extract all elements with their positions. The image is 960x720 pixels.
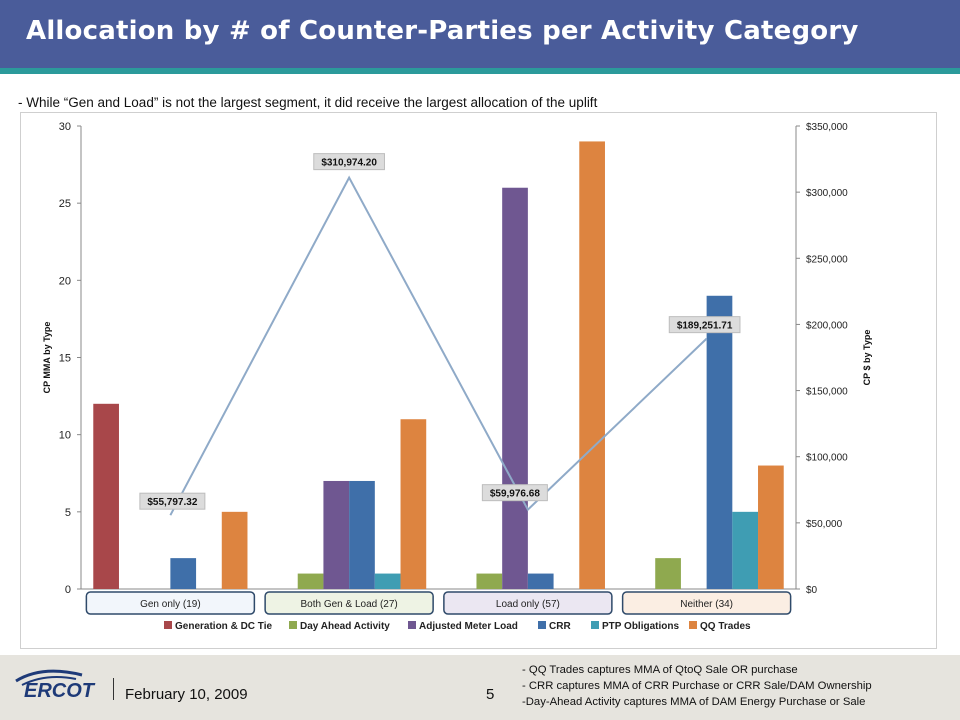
data-label-box <box>668 316 741 334</box>
legend-swatch <box>689 621 697 629</box>
y2-tick-label: $150,000 <box>806 387 848 398</box>
x-tick-label: Neither (34) <box>680 599 733 610</box>
y2-tick-label: $100,000 <box>806 453 848 464</box>
subtitle: - While “Gen and Load” is not the larges… <box>18 95 598 110</box>
y-tick-label: 25 <box>59 198 71 210</box>
legend-label: Day Ahead Activity <box>300 621 390 632</box>
bar <box>374 573 401 589</box>
page-title: Allocation by # of Counter-Parties per A… <box>26 16 859 46</box>
category-label-box <box>621 591 792 615</box>
legend-swatch <box>538 621 546 629</box>
data-label-box <box>313 153 385 171</box>
bar <box>93 403 119 589</box>
logo-text: ERCOT <box>24 680 94 702</box>
page-number: 5 <box>486 686 495 703</box>
x-tick-label: Both Gen & Load (27) <box>300 599 397 610</box>
y2-axis-title: CP $ by Type <box>862 330 872 386</box>
legend-label: Adjusted Meter Load <box>419 621 518 632</box>
footer-note: - CRR captures MMA of CRR Purchase or CR… <box>522 680 872 692</box>
legend-swatch <box>408 621 416 629</box>
bar <box>349 480 375 589</box>
footer-date: February 10, 2009 <box>125 686 248 703</box>
ercot-logo-icon <box>15 669 83 686</box>
legend-label: PTP Obligations <box>602 621 679 632</box>
category-label-box <box>264 591 434 615</box>
bar-line-chart: 0 5 10 15 20 25 30 $0 $50,000 $100,000 $150,000 $20… <box>42 121 872 632</box>
y-tick-label: 10 <box>59 430 71 442</box>
legend-swatch <box>164 621 172 629</box>
y-axis-title: CP MMA by Type <box>42 322 52 394</box>
x-tick-label: Gen only (19) <box>140 599 201 610</box>
bar <box>579 141 605 589</box>
y2-tick-label: $0 <box>806 585 818 596</box>
bar <box>170 558 197 589</box>
legend-label: CRR <box>549 621 571 632</box>
data-label: $189,251.71 <box>677 321 733 332</box>
legend-swatch <box>591 621 599 629</box>
y-tick-label: 5 <box>65 507 71 519</box>
footer-note: -Day-Ahead Activity captures MMA of DAM … <box>522 696 866 708</box>
bar <box>706 295 733 589</box>
bar <box>758 465 784 589</box>
title-bar: Allocation by # of Counter-Parties per A… <box>0 0 960 68</box>
category-label-box <box>85 591 256 615</box>
data-label: $310,974.20 <box>321 158 377 169</box>
y-tick-label: 15 <box>59 353 71 365</box>
data-label-box <box>139 492 206 510</box>
footer-note: - QQ Trades captures MMA of QtoQ Sale OR… <box>522 664 798 676</box>
legend-label: Generation & DC Tie <box>175 621 272 632</box>
y-tick-label: 20 <box>59 275 71 287</box>
bar <box>476 573 503 589</box>
bar <box>400 419 427 589</box>
bar <box>527 573 554 589</box>
y2-tick-label: $300,000 <box>806 188 848 199</box>
bar <box>655 558 681 589</box>
footer-notes: - QQ Trades captures MMA of QtoQ Sale OR… <box>522 662 872 710</box>
x-tick-label: Load only (57) <box>496 599 560 610</box>
legend-label: QQ Trades <box>700 621 751 632</box>
y2-tick-label: $50,000 <box>806 519 843 530</box>
legend-swatch <box>289 621 297 629</box>
y-tick-label: 0 <box>65 584 71 596</box>
bar <box>297 573 324 589</box>
accent-bar <box>0 68 960 74</box>
chart-frame: 0 5 10 15 20 25 30 $0 $50,000 $100,000 $150,000 $20… <box>20 112 937 649</box>
data-label-box <box>481 484 548 502</box>
y-tick-label: 30 <box>59 121 71 133</box>
footer <box>0 655 960 720</box>
footer-divider <box>113 678 114 700</box>
y2-tick-label: $350,000 <box>806 122 848 133</box>
data-label: $55,797.32 <box>147 497 197 508</box>
line-series <box>169 175 708 516</box>
data-label: $59,976.68 <box>490 489 540 500</box>
bar <box>732 511 759 589</box>
y2-tick-label: $250,000 <box>806 254 848 265</box>
bar <box>323 480 350 589</box>
bar <box>221 511 248 589</box>
bar <box>502 187 528 589</box>
category-label-box <box>443 591 613 615</box>
y2-tick-label: $200,000 <box>806 320 848 331</box>
